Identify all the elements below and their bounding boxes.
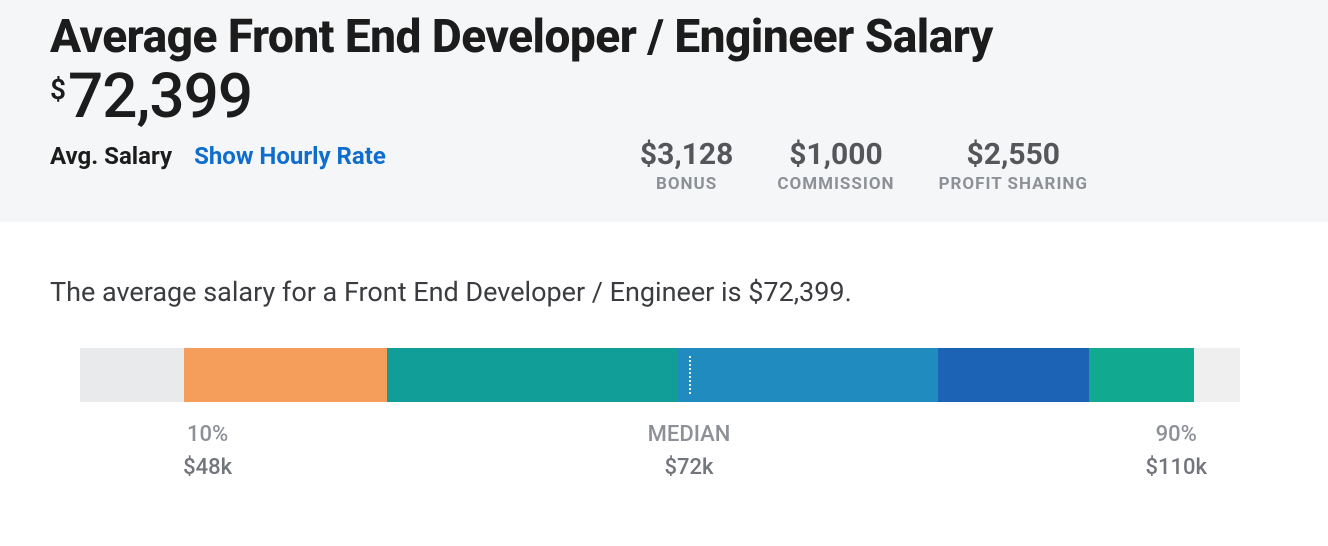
comp-item-profit-sharing: $2,550 PROFIT SHARING xyxy=(939,138,1088,194)
salary-number: 72,399 xyxy=(68,66,252,128)
label-90th-percentile: 90% $110k xyxy=(1145,420,1207,484)
comp-item-bonus: $3,128 BONUS xyxy=(640,138,733,194)
distribution-segment xyxy=(677,348,938,402)
salary-row: $ 72,399 xyxy=(50,66,1278,128)
distribution-bar xyxy=(80,348,1240,402)
distribution-segment xyxy=(938,348,1089,402)
distribution-labels: 10% $48k MEDIAN $72k 90% $110k xyxy=(80,420,1240,490)
distribution-segment xyxy=(80,348,184,402)
sub-row: Avg. Salary Show Hourly Rate $3,128 BONU… xyxy=(50,138,1278,194)
currency-symbol: $ xyxy=(50,76,66,104)
median-amount: $72k xyxy=(648,453,731,484)
distribution-segment xyxy=(1194,348,1240,402)
commission-label: COMMISSION xyxy=(777,175,894,195)
distribution-segment xyxy=(387,348,677,402)
distribution-segment xyxy=(184,348,387,402)
bonus-label: BONUS xyxy=(640,175,733,195)
description-text: The average salary for a Front End Devel… xyxy=(50,276,1278,308)
profit-sharing-value: $2,550 xyxy=(939,138,1088,173)
sub-left: Avg. Salary Show Hourly Rate xyxy=(50,142,386,170)
p10-pct: 10% xyxy=(183,420,232,451)
median-marker xyxy=(689,356,691,394)
salary-distribution-chart: 10% $48k MEDIAN $72k 90% $110k xyxy=(80,348,1240,490)
p10-amount: $48k xyxy=(183,453,232,484)
body-block: The average salary for a Front End Devel… xyxy=(0,222,1328,490)
compensation-items: $3,128 BONUS $1,000 COMMISSION $2,550 PR… xyxy=(640,138,1088,194)
header-block: Average Front End Developer / Engineer S… xyxy=(0,0,1328,222)
average-salary-value: $ 72,399 xyxy=(50,66,252,128)
profit-sharing-label: PROFIT SHARING xyxy=(939,175,1088,195)
median-pct: MEDIAN xyxy=(648,420,731,451)
p90-amount: $110k xyxy=(1145,453,1207,484)
avg-salary-label: Avg. Salary xyxy=(50,142,172,170)
p90-pct: 90% xyxy=(1145,420,1207,451)
salary-page: Average Front End Developer / Engineer S… xyxy=(0,0,1328,490)
label-10th-percentile: 10% $48k xyxy=(183,420,232,484)
show-hourly-rate-link[interactable]: Show Hourly Rate xyxy=(194,142,386,170)
bonus-value: $3,128 xyxy=(640,138,733,173)
comp-item-commission: $1,000 COMMISSION xyxy=(777,138,894,194)
page-title: Average Front End Developer / Engineer S… xyxy=(50,10,1278,64)
label-median: MEDIAN $72k xyxy=(648,420,731,484)
distribution-segment xyxy=(1089,348,1193,402)
commission-value: $1,000 xyxy=(777,138,894,173)
